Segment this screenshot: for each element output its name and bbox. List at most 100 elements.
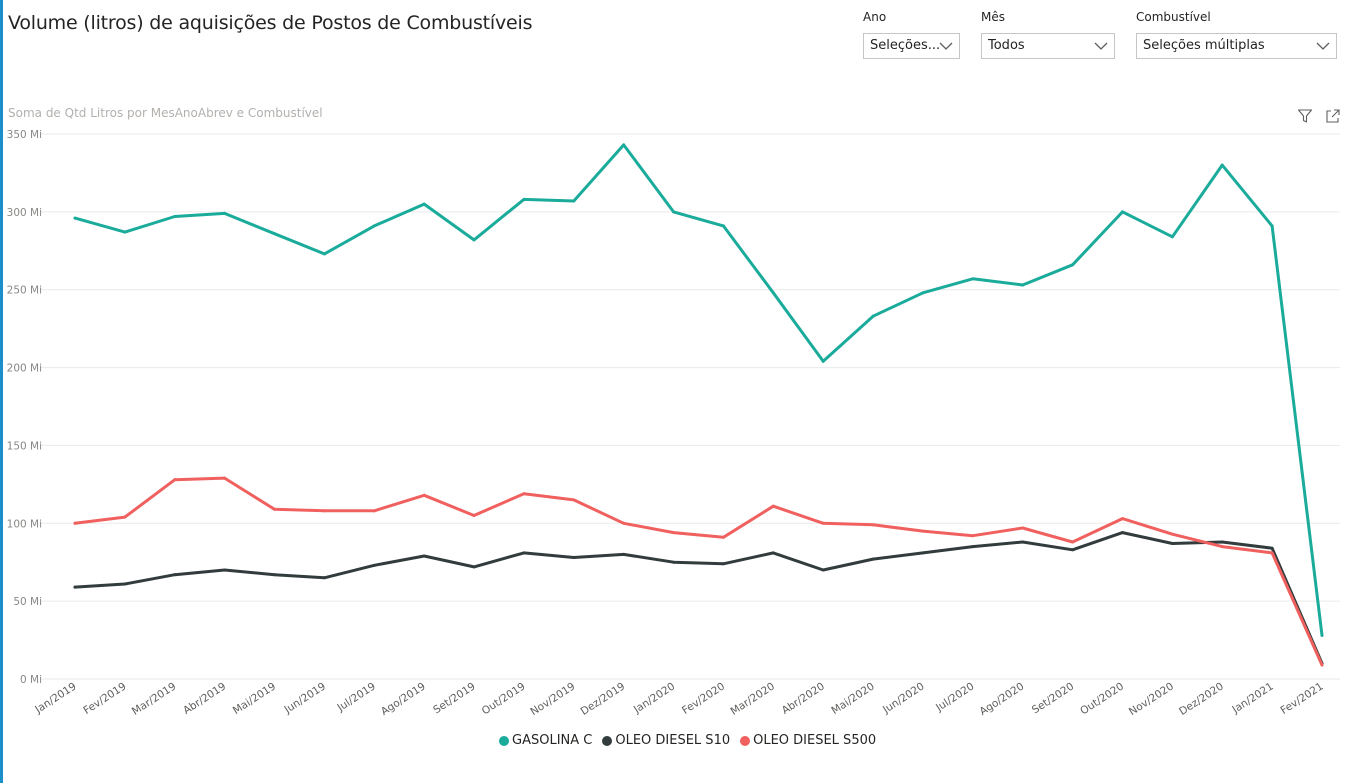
data-point[interactable]	[672, 560, 676, 564]
series-line-gasolina-c[interactable]	[73, 143, 1324, 637]
data-point[interactable]	[1320, 663, 1324, 667]
legend-label: OLEO DIESEL S10	[615, 733, 731, 748]
data-point[interactable]	[472, 514, 476, 517]
data-point[interactable]	[871, 557, 875, 561]
data-point[interactable]	[622, 521, 626, 525]
data-point[interactable]	[372, 224, 376, 228]
data-point[interactable]	[223, 568, 227, 572]
data-point[interactable]	[871, 523, 875, 527]
legend-item[interactable]: OLEO DIESEL S10	[602, 733, 730, 748]
data-point[interactable]	[322, 509, 326, 513]
y-tick-label: 200 Mi	[7, 363, 42, 375]
x-tick-label: Dez/2019	[579, 680, 628, 717]
legend-item[interactable]: OLEO DIESEL S500	[740, 733, 876, 748]
data-point[interactable]	[472, 238, 476, 242]
x-tick-label: Abr/2020	[780, 680, 827, 716]
slicer-combustivel-dropdown[interactable]: Seleções múltiplas	[1136, 33, 1337, 59]
data-point[interactable]	[1071, 548, 1075, 552]
data-point[interactable]	[1021, 283, 1025, 287]
data-point[interactable]	[1120, 517, 1124, 521]
data-point[interactable]	[273, 232, 277, 236]
data-point[interactable]	[522, 492, 526, 496]
data-point[interactable]	[322, 576, 326, 580]
filter-icon[interactable]	[1297, 108, 1313, 124]
data-point[interactable]	[672, 531, 676, 535]
data-point[interactable]	[123, 582, 127, 586]
series-line-oleo-diesel-s10[interactable]	[73, 531, 1324, 665]
slicer-mes-dropdown[interactable]: Todos	[981, 33, 1115, 59]
data-point[interactable]	[1120, 210, 1124, 214]
data-point[interactable]	[771, 291, 775, 295]
data-point[interactable]	[73, 585, 77, 589]
x-tick-label: Out/2019	[480, 680, 528, 717]
data-point[interactable]	[173, 573, 177, 577]
data-point[interactable]	[372, 563, 376, 567]
data-point[interactable]	[422, 202, 426, 206]
data-point[interactable]	[173, 215, 177, 219]
x-tick-label: Jul/2020	[933, 680, 976, 714]
data-point[interactable]	[1220, 545, 1224, 549]
data-point[interactable]	[1170, 235, 1174, 239]
x-tick-label: Jul/2019	[335, 680, 378, 714]
data-point[interactable]	[522, 551, 526, 555]
data-point[interactable]	[1220, 540, 1224, 544]
x-tick-label: Ago/2020	[977, 680, 1026, 718]
data-point[interactable]	[1270, 551, 1274, 555]
data-point[interactable]	[622, 552, 626, 556]
data-point[interactable]	[1071, 540, 1075, 544]
slicer-mes-label: Mês	[981, 10, 1005, 24]
data-point[interactable]	[721, 535, 725, 539]
data-point[interactable]	[921, 291, 925, 295]
data-point[interactable]	[1021, 526, 1025, 530]
data-point[interactable]	[1120, 531, 1124, 535]
data-point[interactable]	[1170, 532, 1174, 536]
data-point[interactable]	[522, 197, 526, 201]
data-point[interactable]	[173, 478, 177, 482]
data-point[interactable]	[472, 565, 476, 569]
x-tick-label: Ago/2019	[379, 680, 428, 718]
data-point[interactable]	[273, 507, 277, 511]
data-point[interactable]	[721, 562, 725, 566]
data-point[interactable]	[223, 476, 227, 480]
data-point[interactable]	[1021, 540, 1025, 544]
data-point[interactable]	[123, 515, 127, 519]
legend-item[interactable]: GASOLINA C	[499, 733, 592, 748]
data-point[interactable]	[73, 216, 77, 220]
data-point[interactable]	[1170, 542, 1174, 546]
data-point[interactable]	[73, 521, 77, 525]
x-tick-label: Jun/2019	[282, 680, 329, 716]
data-point[interactable]	[921, 529, 925, 533]
data-point[interactable]	[971, 545, 975, 549]
data-point[interactable]	[622, 143, 626, 147]
data-point[interactable]	[123, 230, 127, 234]
data-point[interactable]	[771, 551, 775, 555]
slicer-ano-dropdown[interactable]: Seleções...	[863, 33, 960, 59]
data-point[interactable]	[771, 504, 775, 508]
data-point[interactable]	[1071, 263, 1075, 267]
data-point[interactable]	[572, 498, 576, 502]
data-point[interactable]	[821, 568, 825, 572]
data-point[interactable]	[273, 573, 277, 577]
focus-mode-icon[interactable]	[1325, 108, 1341, 124]
data-point[interactable]	[672, 210, 676, 214]
data-point[interactable]	[572, 556, 576, 560]
data-point[interactable]	[1270, 224, 1274, 228]
data-point[interactable]	[921, 551, 925, 555]
data-point[interactable]	[971, 534, 975, 538]
data-point[interactable]	[871, 314, 875, 318]
data-point[interactable]	[223, 211, 227, 215]
data-point[interactable]	[1270, 546, 1274, 550]
data-point[interactable]	[821, 359, 825, 363]
data-point[interactable]	[1220, 163, 1224, 167]
data-point[interactable]	[971, 277, 975, 281]
data-point[interactable]	[721, 224, 725, 228]
x-tick-label: Fev/2021	[1279, 680, 1326, 716]
series-line-oleo-diesel-s500[interactable]	[73, 476, 1324, 667]
data-point[interactable]	[1320, 633, 1324, 637]
data-point[interactable]	[821, 521, 825, 525]
data-point[interactable]	[422, 493, 426, 497]
data-point[interactable]	[422, 554, 426, 558]
data-point[interactable]	[322, 252, 326, 256]
data-point[interactable]	[572, 199, 576, 203]
data-point[interactable]	[372, 509, 376, 513]
